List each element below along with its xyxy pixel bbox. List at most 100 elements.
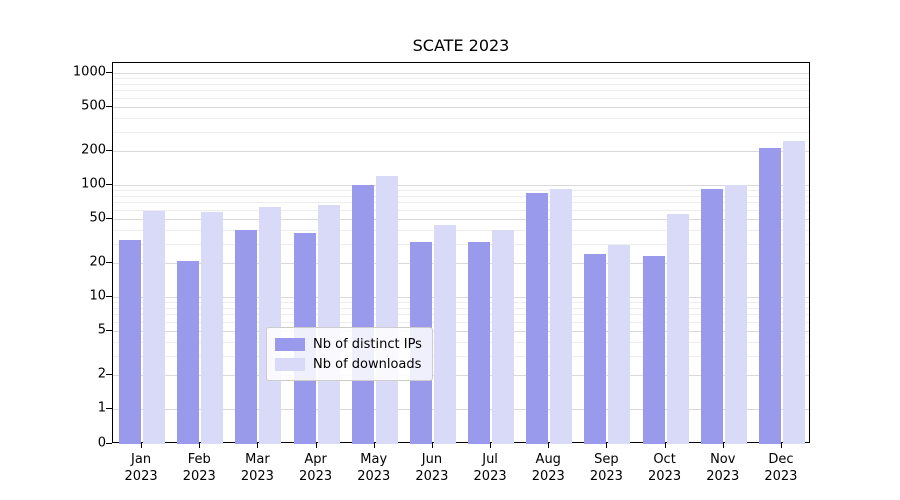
bar-downloads [317,205,340,444]
y-tick-label: 0 [97,435,106,451]
plot-area [112,62,810,444]
bar-downloads [375,176,398,444]
y-tick-mark [106,296,112,297]
bar-distinct-ips [584,254,607,444]
bar-distinct-ips [351,185,374,444]
bar-downloads [608,245,631,444]
y-tick-mark [106,374,112,376]
x-tick-mark [141,443,143,448]
bar-distinct-ips [642,256,665,444]
y-tick-mark [106,443,112,444]
minor-gridline [113,321,809,323]
x-tick-label: Apr 2023 [299,452,333,484]
major-gridline [113,409,809,410]
x-tick-mark [315,443,317,448]
y-tick-mark [106,150,112,152]
y-tick-mark [106,217,112,219]
legend: Nb of distinct IPs Nb of downloads [266,327,433,381]
minor-gridline [113,195,809,197]
legend-swatch-distinct-ips [275,337,305,351]
minor-gridline [113,90,809,92]
major-gridline [113,185,809,186]
x-tick-label: Aug 2023 [531,452,565,484]
bar-downloads [259,207,282,444]
y-tick-label: 100 [81,176,106,192]
y-tick-mark [106,329,112,331]
y-tick-label: 50 [89,210,106,226]
minor-gridline [113,190,809,192]
minor-gridline [113,202,809,204]
chart-title: SCATE 2023 [412,36,510,55]
x-tick-label: Feb 2023 [182,452,216,484]
bar-downloads [201,212,224,444]
x-tick-mark [780,443,782,448]
major-gridline [113,297,809,298]
legend-item-distinct-ips: Nb of distinct IPs [275,334,422,354]
legend-label-distinct-ips: Nb of distinct IPs [313,336,422,352]
minor-gridline [113,341,809,343]
minor-gridline [113,302,809,304]
minor-gridline [113,97,809,99]
bar-downloads [433,224,456,444]
y-tick-label: 1 [97,400,106,416]
y-tick-label: 2 [97,366,106,382]
x-tick-mark [431,443,433,448]
bar-distinct-ips [526,192,549,444]
minor-gridline [113,314,809,316]
minor-gridline [113,209,809,211]
y-tick-mark [106,105,112,107]
y-tick-mark [106,72,112,73]
bar-distinct-ips [468,241,491,444]
x-tick-mark [257,443,259,448]
bar-downloads [782,141,805,444]
x-tick-label: Oct 2023 [648,452,682,484]
minor-gridline [113,78,809,80]
bar-downloads [724,185,747,444]
x-tick-label: May 2023 [357,452,391,484]
x-tick-label: Jan 2023 [124,452,158,484]
major-gridline [113,106,809,108]
minor-gridline [113,131,809,133]
major-gridline [113,263,809,265]
y-tick-label: 5 [97,322,106,338]
x-tick-mark [490,443,492,448]
y-tick-mark [106,262,112,264]
minor-gridline [113,117,809,119]
major-gridline [113,151,809,153]
bar-downloads [550,188,573,444]
minor-gridline [113,307,809,309]
minor-gridline [113,83,809,85]
legend-swatch-downloads [275,357,305,371]
x-tick-label: Nov 2023 [706,452,740,484]
bar-distinct-ips [235,229,258,444]
minor-gridline [113,229,809,231]
bar-downloads [492,229,515,444]
bar-distinct-ips [119,240,142,444]
x-tick-mark [373,443,375,448]
y-tick-label: 200 [81,142,106,158]
y-tick-label: 1000 [72,64,106,80]
x-tick-label: Sep 2023 [589,452,623,484]
x-tick-mark [199,443,201,448]
x-tick-mark [722,443,724,448]
legend-label-downloads: Nb of downloads [313,356,422,372]
minor-gridline [113,355,809,357]
bar-downloads [143,211,166,444]
bar-distinct-ips [700,189,723,444]
x-tick-label: Jun 2023 [415,452,449,484]
major-gridline [113,375,809,377]
y-tick-mark [106,408,112,409]
x-tick-mark [664,443,666,448]
legend-item-downloads: Nb of downloads [275,354,422,374]
y-tick-mark [106,184,112,185]
bar-distinct-ips [758,147,781,444]
y-tick-label: 500 [81,98,106,114]
y-tick-label: 20 [89,254,106,270]
x-tick-label: Dec 2023 [764,452,798,484]
bar-distinct-ips [177,260,200,444]
x-tick-label: Jul 2023 [473,452,507,484]
x-tick-mark [606,443,608,448]
x-tick-mark [548,443,550,448]
major-gridline [113,218,809,220]
